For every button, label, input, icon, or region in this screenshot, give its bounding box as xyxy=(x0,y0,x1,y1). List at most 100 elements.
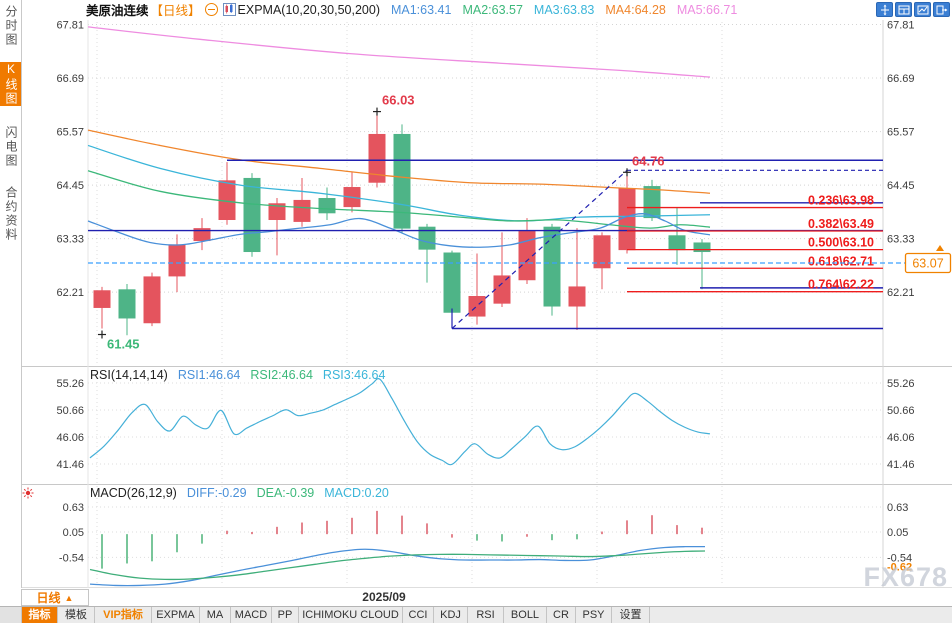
candle xyxy=(618,187,636,251)
main-ytick-left: 64.45 xyxy=(56,180,84,192)
current-price-value: 63.07 xyxy=(912,257,943,271)
fib-label: 0.618\62.71 xyxy=(808,254,874,268)
tab-ichimoku-cloud[interactable]: ICHIMOKU CLOUD xyxy=(299,607,403,623)
macd-latest-value-label: -0.62 xyxy=(887,561,912,573)
macd-values: DIFF:-0.29 DEA:-0.39 MACD:0.20 xyxy=(177,486,389,500)
tab-settings[interactable]: 设置 xyxy=(612,607,650,623)
pan-icon[interactable] xyxy=(876,2,893,17)
ma-line-expma20 xyxy=(87,170,711,229)
sidebar: 分时图 K线图闪电图合约资料 xyxy=(0,0,22,588)
tab-expma[interactable]: EXPMA xyxy=(152,607,200,623)
candle xyxy=(393,133,411,229)
candle xyxy=(243,177,261,253)
rsi-ytick-left: 46.06 xyxy=(56,432,84,444)
rsi-ytick-right: 46.06 xyxy=(887,432,915,444)
tab-cci[interactable]: CCI xyxy=(403,607,434,623)
fib-label: 0.382\63.49 xyxy=(808,217,874,231)
candle xyxy=(218,180,236,221)
macd-ytick-left: -0.54 xyxy=(59,552,84,564)
tab-template[interactable]: 模板 xyxy=(58,607,95,623)
tab-pp[interactable]: PP xyxy=(272,607,299,623)
window-controls xyxy=(874,2,950,17)
symbol-title: 美原油连续 xyxy=(86,4,149,18)
tab-cr[interactable]: CR xyxy=(547,607,576,623)
candle xyxy=(643,186,661,219)
candle xyxy=(168,244,186,277)
tabbar-corner xyxy=(0,607,22,623)
rsi-header: RSI(14,14,14) RSI1:46.64 RSI2:46.64 RSI3:46… xyxy=(90,368,385,382)
rsi-values: RSI1:46.64 RSI2:46.64 RSI3:46.64 xyxy=(168,368,386,382)
macd-ytick-right: 0.05 xyxy=(887,527,908,539)
tab-boll[interactable]: BOLL xyxy=(504,607,547,623)
main-ytick-left: 67.81 xyxy=(56,20,84,32)
current-price-box[interactable] xyxy=(904,252,952,274)
main-ytick-right: 62.21 xyxy=(887,287,915,299)
candle xyxy=(368,133,386,183)
ma-line-expma200 xyxy=(87,26,711,78)
indicator-value-label: DIFF:-0.29 xyxy=(186,486,247,500)
ma-line-expma30 xyxy=(87,144,711,222)
candle xyxy=(443,252,461,313)
scroll-to-latest-arrow-icon[interactable] xyxy=(936,245,944,252)
main-ytick-left: 66.69 xyxy=(56,73,84,85)
rsi-title[interactable]: RSI(14,14,14) xyxy=(90,368,168,382)
tab-ma[interactable]: MA xyxy=(200,607,231,623)
sidebar-item-contract-info[interactable]: 合约资料 xyxy=(4,186,18,242)
main-ytick-left: 62.21 xyxy=(56,287,84,299)
rsi-ytick-left: 41.46 xyxy=(56,459,84,471)
collapse-circle-minus-icon[interactable] xyxy=(204,3,218,16)
candle xyxy=(343,187,361,208)
chart-panel-icon[interactable] xyxy=(914,2,931,17)
main-ytick-right: 65.57 xyxy=(887,127,915,139)
grid-chart-icon[interactable] xyxy=(895,2,912,17)
macd-line-diff xyxy=(89,545,706,587)
rsi-ytick-right: 55.26 xyxy=(887,378,915,390)
price-marker-label: 66.03 xyxy=(382,93,415,108)
trendline[interactable] xyxy=(451,169,628,329)
ma-value-label: MA4:64.28 xyxy=(605,2,666,17)
rsi-ytick-left: 50.66 xyxy=(56,405,84,417)
indicator-value-label: RSI1:46.64 xyxy=(177,368,241,382)
tab-macd[interactable]: MACD xyxy=(231,607,272,623)
main-ytick-right: 67.81 xyxy=(887,20,915,32)
rsi-ytick-right: 41.46 xyxy=(887,459,915,471)
tab-psy[interactable]: PSY xyxy=(576,607,612,623)
fib-label: 0.764\62.22 xyxy=(808,278,874,292)
candle xyxy=(93,290,111,308)
indicator-value-label: RSI2:46.64 xyxy=(250,368,313,382)
indicator-tab-bar: 指标 模板 VIP指标 EXPMA MA MACD PP ICHIMOKU CLOUD CCI K… xyxy=(0,606,952,623)
period-selector[interactable]: 日线 ▲ xyxy=(21,589,89,606)
macd-line-dea xyxy=(89,550,706,581)
main-ytick-right: 63.33 xyxy=(887,234,915,246)
price-marker-label: 61.45 xyxy=(107,337,140,352)
candle xyxy=(318,198,336,214)
macd-indicator-icon[interactable] xyxy=(22,486,34,499)
macd-ytick-right: -0.54 xyxy=(887,552,912,564)
fib-label: 0.500\63.10 xyxy=(808,236,874,250)
tab-indicator[interactable]: 指标 xyxy=(22,607,58,623)
candle xyxy=(518,230,536,281)
main-ytick-left: 63.33 xyxy=(56,234,84,246)
candle xyxy=(118,289,136,319)
macd-title[interactable]: MACD(26,12,9) xyxy=(90,486,177,500)
period-tag[interactable]: 【日线】 xyxy=(150,4,201,18)
sidebar-item-timeshare[interactable]: 分时图 xyxy=(4,5,18,47)
watermark: FX678 xyxy=(863,562,948,588)
tab-kdj[interactable]: KDJ xyxy=(434,607,468,623)
tab-vip-indicator[interactable]: VIP指标 xyxy=(95,607,152,623)
rsi-ytick-left: 55.26 xyxy=(56,378,84,390)
macd-ytick-right: 0.63 xyxy=(887,502,908,514)
ma-values: MA1:63.41 MA2:63.57 MA3:63.83 MA4:64.28 MA5:… xyxy=(380,1,737,19)
candle xyxy=(668,235,686,251)
sidebar-item-flash[interactable]: 闪电图 xyxy=(4,126,18,168)
tab-rsi[interactable]: RSI xyxy=(468,607,504,623)
exit-icon[interactable] xyxy=(933,2,950,17)
indicator-title[interactable]: EXPMA(10,20,30,50,200) xyxy=(237,2,380,17)
candle xyxy=(268,203,286,221)
main-ytick-right: 66.69 xyxy=(887,73,915,85)
sidebar-item-kline[interactable]: K线图 xyxy=(0,62,21,106)
macd-ytick-left: 0.05 xyxy=(63,527,84,539)
candle xyxy=(568,286,586,307)
kline-chart-icon xyxy=(222,3,236,16)
